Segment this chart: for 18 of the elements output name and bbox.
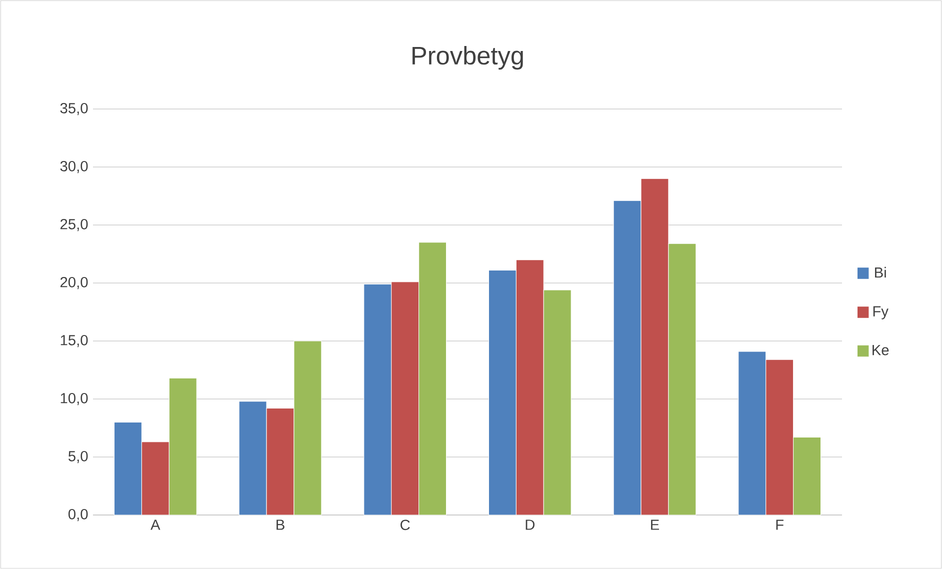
x-tick-label: C: [400, 520, 410, 530]
legend-label: Ke: [872, 344, 889, 356]
x-tick-label: E: [651, 520, 659, 530]
y-tick-label: 0,0: [68, 508, 88, 522]
chart-title: Provbetyg: [412, 46, 523, 70]
y-tick-label: 30,0: [60, 160, 88, 174]
y-tick-label: 10,0: [60, 392, 88, 406]
legend-label: Bi: [875, 266, 886, 278]
legend-label: Fy: [873, 306, 888, 320]
x-tick-label: B: [276, 520, 284, 530]
y-tick-label: 25,0: [60, 218, 88, 232]
x-tick-label: D: [526, 520, 535, 530]
y-tick-label: 15,0: [60, 334, 88, 348]
y-tick-label: 20,0: [60, 276, 88, 290]
x-tick-label: F: [776, 520, 784, 530]
y-tick-label: 5,0: [68, 450, 88, 464]
x-tick-label: A: [150, 520, 160, 530]
y-tick-label: 35,0: [60, 102, 88, 116]
